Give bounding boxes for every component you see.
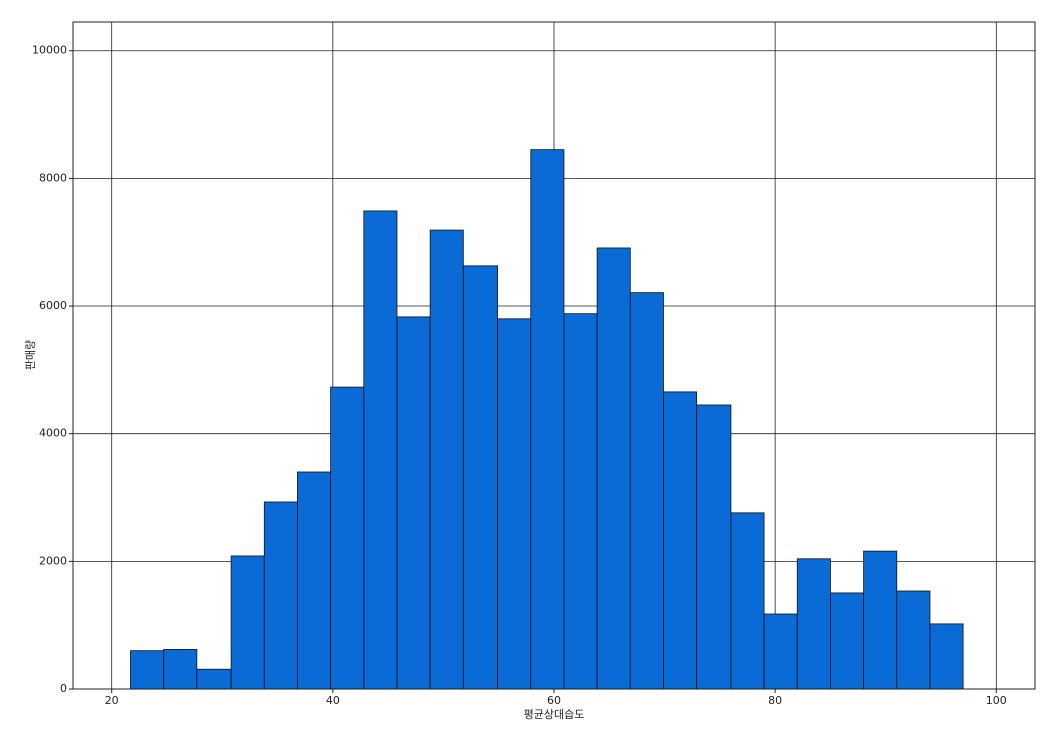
- bar: [730, 512, 765, 690]
- bar: [796, 558, 831, 690]
- bar: [297, 471, 332, 690]
- x-tick-label: 40: [326, 694, 340, 707]
- bar: [130, 650, 165, 690]
- bar: [929, 623, 964, 690]
- x-tick-label: 60: [547, 694, 561, 707]
- bar: [230, 555, 265, 690]
- bar: [863, 550, 898, 690]
- bar: [596, 247, 631, 690]
- bar: [263, 501, 298, 690]
- x-tick-label: 80: [768, 694, 782, 707]
- x-tick-label: 20: [105, 694, 119, 707]
- bar: [696, 404, 732, 690]
- bar: [396, 316, 431, 690]
- bar: [196, 668, 232, 690]
- bar: [462, 265, 499, 690]
- y-tick-label: 2000: [39, 554, 67, 567]
- bar: [663, 391, 698, 690]
- y-tick-label: 4000: [39, 427, 67, 440]
- bar: [830, 592, 865, 690]
- bar: [629, 292, 664, 690]
- bar: [563, 313, 598, 690]
- bar: [530, 149, 565, 690]
- y-tick-label: 10000: [32, 44, 67, 57]
- bar: [163, 649, 198, 690]
- y-tick-label: 6000: [39, 299, 67, 312]
- y-tick-label: 0: [60, 682, 67, 695]
- bar: [497, 318, 532, 690]
- y-tick-label: 8000: [39, 171, 67, 184]
- bar: [330, 386, 365, 690]
- bar: [896, 590, 931, 690]
- y-axis-label: 판매량: [24, 340, 37, 370]
- bar: [363, 210, 398, 690]
- bar: [429, 229, 464, 690]
- x-tick-label: 100: [986, 694, 1007, 707]
- x-axis-label: 평균상대습도: [524, 708, 585, 721]
- bar: [763, 613, 798, 690]
